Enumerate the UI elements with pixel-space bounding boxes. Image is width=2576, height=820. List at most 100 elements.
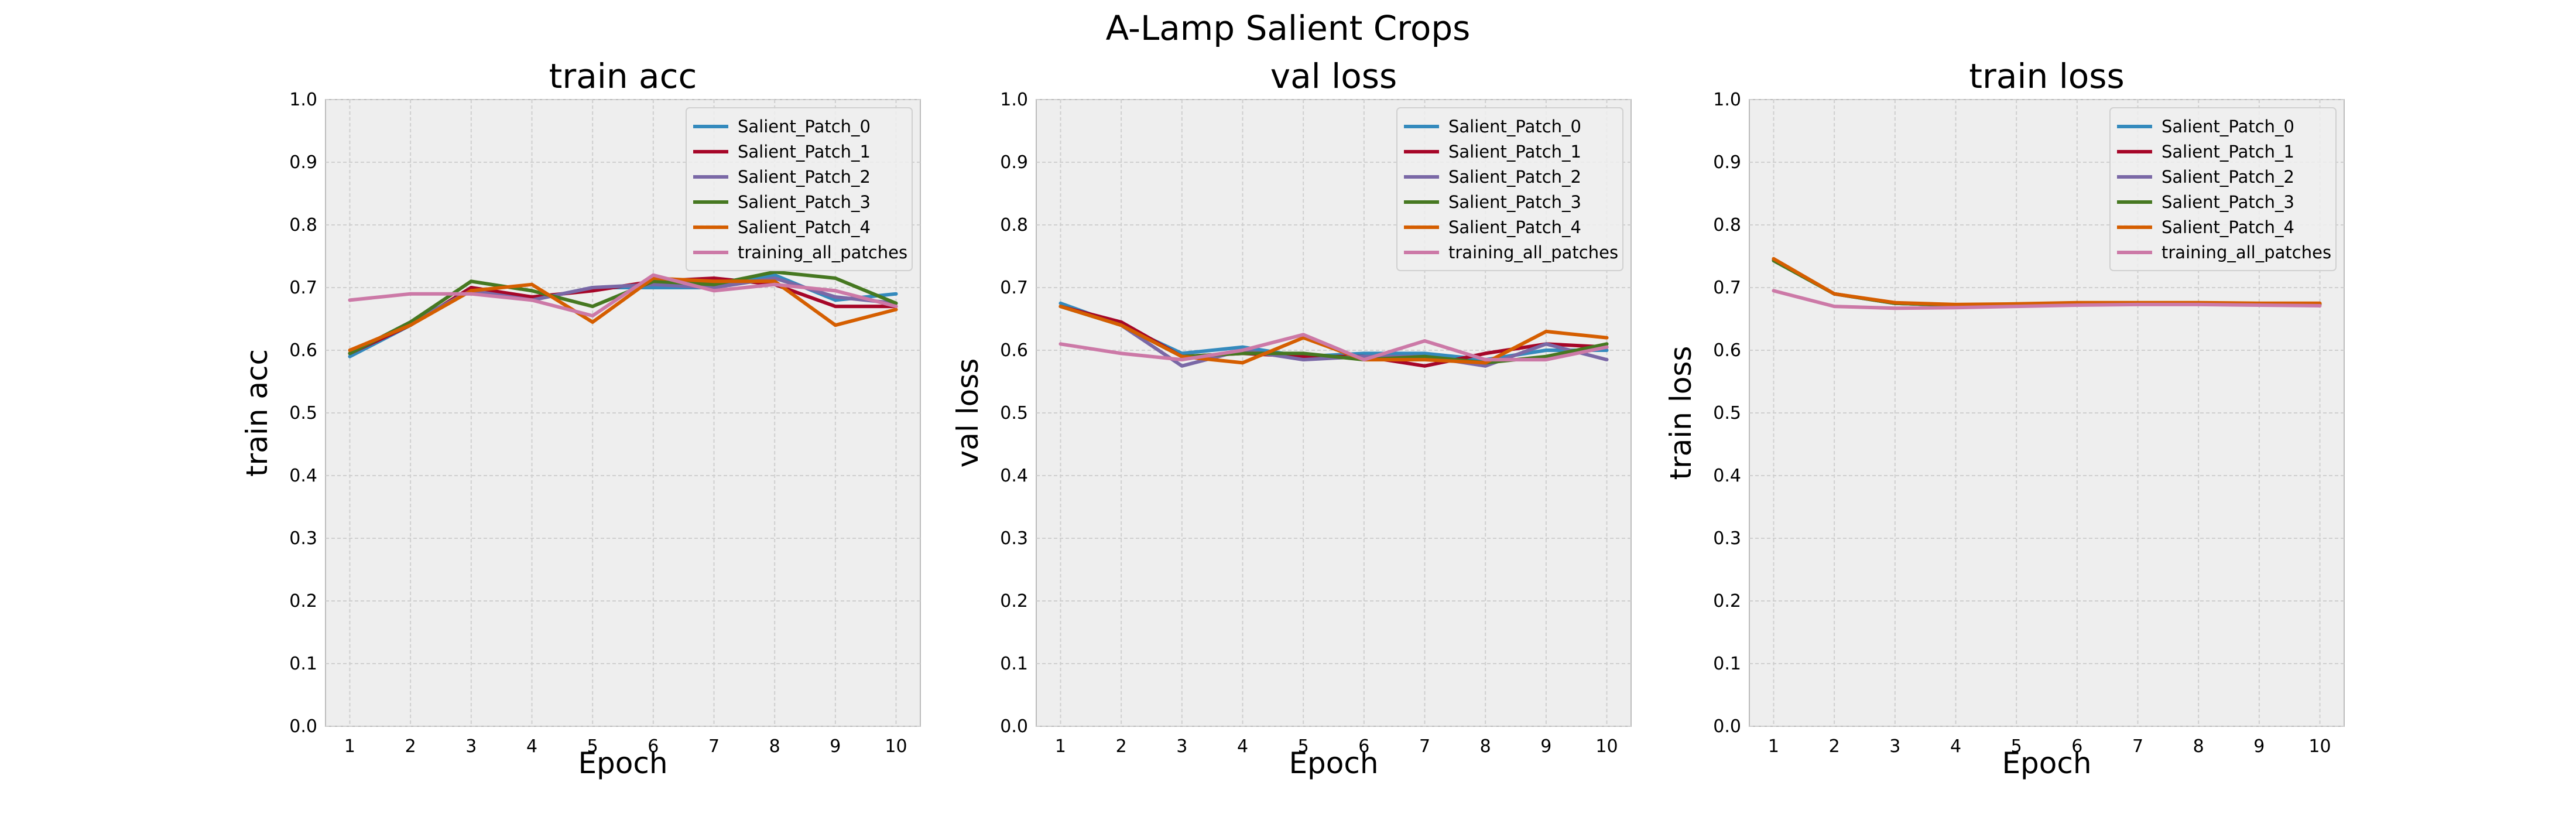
legend-entry: Salient_Patch_2 bbox=[738, 167, 871, 187]
data-point bbox=[1484, 351, 1488, 356]
data-point bbox=[1119, 323, 1123, 327]
y-tick-label: 0.8 bbox=[1000, 215, 1028, 235]
y-tick-label: 0.5 bbox=[1000, 403, 1028, 423]
data-point bbox=[1241, 348, 1245, 352]
y-axis-label: train loss bbox=[1664, 346, 1698, 480]
y-tick-label: 0.4 bbox=[1713, 466, 1741, 486]
data-point bbox=[348, 348, 352, 352]
y-tick-label: 0.3 bbox=[1713, 528, 1741, 549]
y-tick-label: 0.9 bbox=[1713, 152, 1741, 173]
legend-entry: Salient_Patch_2 bbox=[2161, 167, 2294, 187]
y-tick-label: 0.4 bbox=[289, 466, 317, 486]
y-tick-label: 0.5 bbox=[289, 403, 317, 423]
y-tick-label: 0.1 bbox=[1000, 654, 1028, 674]
data-point bbox=[469, 289, 473, 293]
data-point bbox=[591, 320, 595, 324]
data-point bbox=[1301, 351, 1306, 356]
data-point bbox=[1241, 351, 1245, 356]
data-point bbox=[1301, 354, 1306, 358]
series-training_all_patches bbox=[348, 273, 898, 318]
data-point bbox=[1180, 358, 1184, 362]
data-point bbox=[1893, 306, 1897, 310]
data-point bbox=[1119, 320, 1123, 324]
x-tick-label: 3 bbox=[1176, 736, 1187, 757]
data-point bbox=[1954, 302, 1958, 306]
data-point bbox=[773, 282, 777, 286]
data-point bbox=[591, 314, 595, 318]
legend-entry: training_all_patches bbox=[2161, 242, 2331, 262]
x-tick-label: 5 bbox=[2011, 736, 2022, 757]
x-tick-label: 10 bbox=[1595, 736, 1618, 757]
data-point bbox=[1241, 361, 1245, 365]
data-point bbox=[348, 298, 352, 302]
data-point bbox=[469, 292, 473, 296]
y-tick-label: 0.8 bbox=[289, 215, 317, 235]
data-point bbox=[833, 289, 837, 293]
data-point bbox=[651, 273, 655, 277]
data-point bbox=[348, 354, 352, 358]
y-axis-label: val loss bbox=[951, 358, 985, 468]
x-tick-label: 2 bbox=[1829, 736, 1840, 757]
data-point bbox=[409, 323, 413, 327]
y-tick-label: 0.6 bbox=[1000, 340, 1028, 361]
data-point bbox=[833, 305, 837, 309]
x-tick-label: 2 bbox=[405, 736, 416, 757]
data-point bbox=[894, 308, 898, 312]
x-tick-label: 10 bbox=[885, 736, 907, 757]
data-point bbox=[1605, 348, 1609, 352]
x-tick-label: 8 bbox=[769, 736, 780, 757]
data-point bbox=[591, 289, 595, 293]
data-point bbox=[1544, 354, 1548, 358]
series-line bbox=[350, 273, 897, 318]
y-tick-label: 0.1 bbox=[289, 654, 317, 674]
legend-entry: Salient_Patch_3 bbox=[2161, 192, 2294, 212]
x-axis-label: Epoch bbox=[1289, 746, 1378, 780]
chart-panel-1: 0.0 0.1 0.2 0.3 0.4 0.5 0.6 0.7 0.8 0.9 1.0 1 2 3 4 5 6 7… bbox=[240, 56, 921, 780]
data-point bbox=[469, 279, 473, 283]
y-tick-label: 0.3 bbox=[1000, 528, 1028, 549]
x-tick-label: 4 bbox=[526, 736, 537, 757]
legend-entry: Salient_Patch_1 bbox=[2161, 142, 2294, 162]
y-tick-label: 0.0 bbox=[1713, 716, 1741, 737]
data-point bbox=[894, 292, 898, 296]
data-point bbox=[530, 289, 534, 293]
x-axis-label: Epoch bbox=[2002, 746, 2091, 780]
data-point bbox=[591, 305, 595, 309]
legend-entry: Salient_Patch_3 bbox=[738, 192, 871, 212]
data-point bbox=[1362, 354, 1366, 358]
y-tick-label: 0.8 bbox=[1713, 215, 1741, 235]
data-point bbox=[1544, 329, 1548, 333]
data-point bbox=[894, 305, 898, 309]
data-point bbox=[1772, 257, 1776, 261]
data-point bbox=[1423, 351, 1427, 356]
legend-box bbox=[1396, 107, 1623, 271]
data-point bbox=[409, 292, 413, 296]
data-point bbox=[530, 298, 534, 302]
x-tick-label: 6 bbox=[1358, 736, 1369, 757]
data-point bbox=[712, 282, 716, 286]
y-tick-label: 0.6 bbox=[1713, 340, 1741, 361]
x-tick-label: 9 bbox=[1540, 736, 1551, 757]
data-point bbox=[833, 298, 837, 302]
x-tick-label: 3 bbox=[465, 736, 477, 757]
data-point bbox=[2197, 302, 2201, 306]
data-point bbox=[2015, 305, 2019, 309]
chart-title: train acc bbox=[549, 56, 697, 96]
x-axis-label: Epoch bbox=[578, 746, 667, 780]
y-tick-label: 0.1 bbox=[1713, 654, 1741, 674]
data-point bbox=[773, 279, 777, 283]
y-tick-label: 0.7 bbox=[1000, 278, 1028, 298]
series-training_all_patches bbox=[1772, 289, 2322, 310]
y-tick-label: 0.6 bbox=[289, 340, 317, 361]
x-tick-label: 7 bbox=[708, 736, 720, 757]
data-point bbox=[1119, 351, 1123, 356]
data-point bbox=[530, 295, 534, 299]
data-point bbox=[348, 351, 352, 356]
data-point bbox=[1484, 361, 1488, 365]
y-tick-label: 0.0 bbox=[1000, 716, 1028, 737]
legend: Salient_Patch_0 Salient_Patch_1 Salient_Pa… bbox=[2109, 107, 2337, 271]
x-tick-label: 5 bbox=[587, 736, 598, 757]
data-point bbox=[1544, 348, 1548, 352]
y-tick-label: 0.5 bbox=[1713, 403, 1741, 423]
legend-entry: Salient_Patch_4 bbox=[1448, 217, 1581, 237]
